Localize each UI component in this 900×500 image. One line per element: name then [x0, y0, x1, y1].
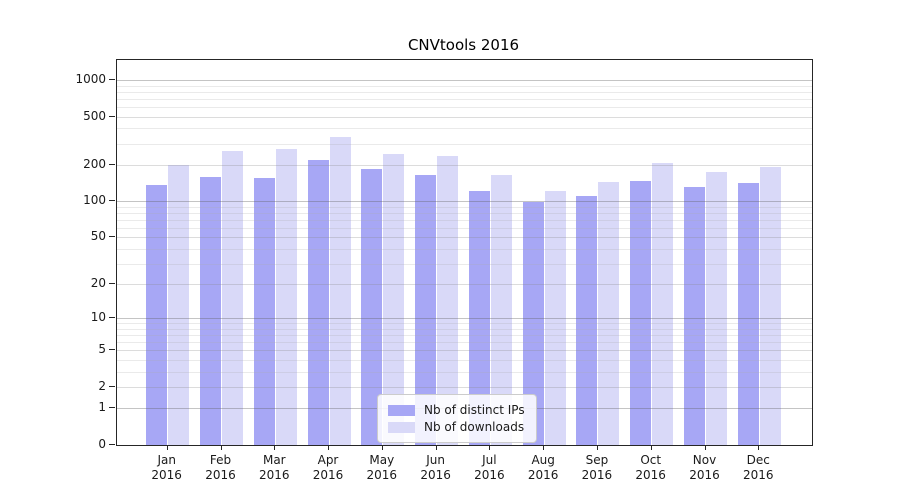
bar-nov-downloads [706, 172, 727, 445]
y-tick-label-5: 5 [98, 342, 106, 357]
y-tick-mark-200 [109, 163, 115, 165]
y-tick-label-200: 200 [83, 156, 106, 171]
x-tick-mark-may [381, 446, 383, 450]
y-tick-label-0: 0 [98, 437, 106, 451]
plot-area [116, 59, 813, 446]
bar-may-distinct-ips [361, 168, 383, 445]
legend-entry-downloads: Nb of downloads [388, 419, 525, 435]
y-tick-mark-500 [109, 115, 115, 117]
x-tick-label-may: May 2016 [366, 453, 398, 482]
y-tick-label-1000: 1000 [75, 72, 106, 86]
x-tick-mark-mar [274, 446, 276, 450]
x-tick-mark-jul [489, 446, 491, 450]
x-tick-mark-jun [435, 446, 437, 450]
y-tick-mark-0 [109, 444, 115, 445]
bar-mar-distinct-ips [253, 178, 275, 445]
y-tick-label-100: 100 [83, 193, 106, 208]
y-tick-mark-5 [109, 349, 115, 351]
x-tick-label-feb: Feb 2016 [205, 453, 236, 482]
x-tick-mark-feb [220, 446, 222, 450]
x-tick-mark-sep [596, 446, 598, 450]
y-tick-label-2: 2 [98, 379, 106, 393]
bar-nov-distinct-ips [684, 187, 705, 445]
x-tick-label-oct: Oct 2016 [635, 453, 666, 482]
bar-aug-downloads [544, 191, 566, 445]
legend-label: Nb of distinct IPs [424, 403, 525, 417]
bar-may-downloads [383, 153, 405, 445]
x-tick-label-aug: Aug 2016 [527, 453, 559, 482]
y-tick-mark-10 [109, 317, 115, 319]
bar-mar-downloads [275, 148, 297, 445]
y-tick-label-20: 20 [90, 276, 106, 291]
x-tick-label-jul: Jul 2016 [474, 453, 505, 482]
x-tick-mark-jan [166, 446, 168, 450]
x-tick-label-mar: Mar 2016 [259, 453, 290, 482]
x-tick-mark-dec [758, 446, 760, 450]
legend: Nb of distinct IPs Nb of downloads [377, 394, 537, 443]
y-tick-mark-50 [109, 236, 115, 238]
bar-jan-downloads [168, 165, 190, 445]
legend-label: Nb of downloads [424, 420, 525, 434]
bar-jul-distinct-ips [468, 191, 490, 445]
bar-jul-downloads [490, 174, 512, 445]
x-tick-mark-aug [543, 446, 545, 450]
bars-layer [117, 60, 812, 445]
x-tick-mark-apr [328, 446, 329, 450]
y-tick-mark-100 [109, 200, 115, 202]
bar-feb-distinct-ips [199, 177, 221, 445]
bar-jun-downloads [437, 156, 459, 445]
x-tick-label-sep: Sep 2016 [581, 453, 613, 482]
y-tick-label-500: 500 [83, 108, 106, 123]
y-tick-label-50: 50 [90, 229, 106, 244]
y-tick-mark-2 [109, 386, 115, 387]
x-tick-label-apr: Apr 2016 [312, 453, 344, 482]
downloads-swatch-icon [388, 421, 415, 433]
bar-oct-downloads [652, 162, 674, 445]
bar-oct-distinct-ips [630, 181, 652, 445]
y-tick-label-1: 1 [98, 400, 106, 415]
bar-jun-distinct-ips [415, 174, 437, 445]
bar-dec-distinct-ips [737, 183, 759, 445]
bar-sep-distinct-ips [576, 196, 598, 445]
bar-apr-downloads [329, 136, 351, 445]
x-tick-label-dec: Dec 2016 [743, 453, 774, 482]
x-tick-mark-oct [650, 446, 652, 450]
bar-jan-distinct-ips [146, 184, 168, 445]
bar-dec-downloads [759, 167, 781, 445]
y-tick-label-10: 10 [90, 310, 106, 325]
distinct-ips-swatch-icon [388, 404, 415, 416]
bar-feb-downloads [221, 150, 243, 445]
x-tick-label-nov: Nov 2016 [689, 453, 720, 482]
chart-title: CNVtools 2016 [407, 36, 520, 54]
bar-sep-downloads [598, 181, 620, 445]
bar-apr-distinct-ips [307, 159, 329, 445]
x-tick-label-jun: Jun 2016 [420, 453, 451, 482]
bar-aug-distinct-ips [522, 201, 544, 445]
y-tick-mark-1000 [109, 79, 115, 80]
x-tick-label-jan: Jan 2016 [151, 453, 182, 482]
x-tick-mark-nov [704, 446, 706, 450]
y-tick-mark-1 [109, 407, 115, 409]
y-tick-mark-20 [109, 283, 115, 285]
legend-entry-distinct-ips: Nb of distinct IPs [388, 402, 525, 418]
